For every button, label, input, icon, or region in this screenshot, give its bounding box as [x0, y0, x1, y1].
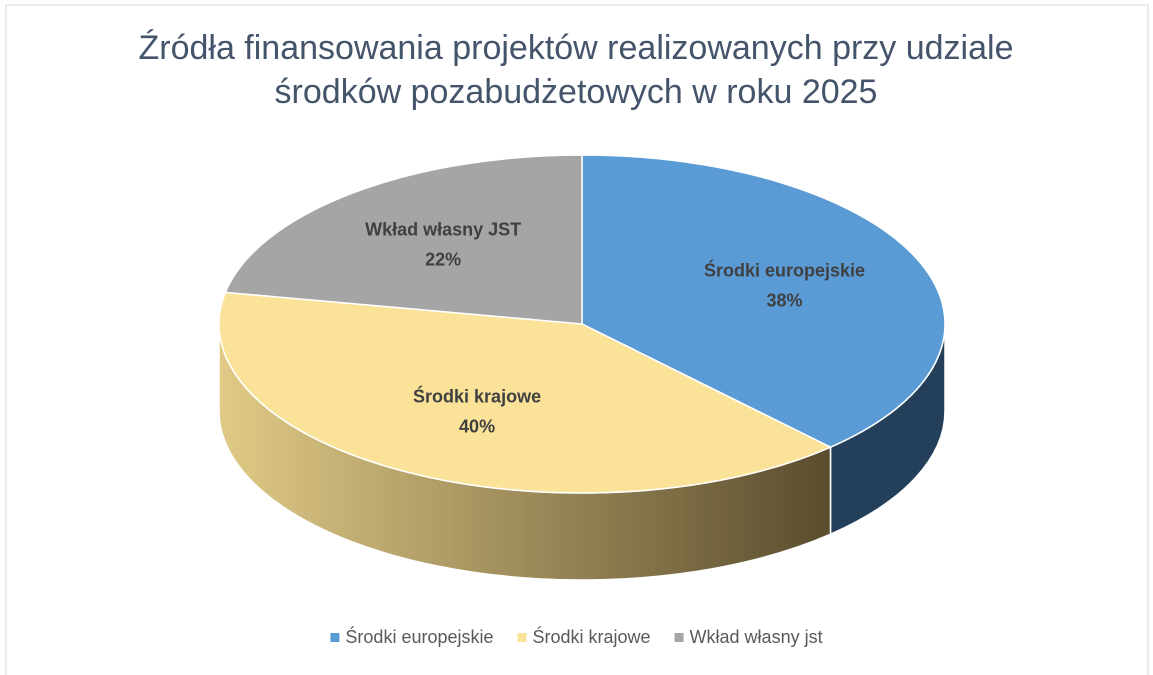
- data-label-name: Środki krajowe: [413, 386, 541, 407]
- legend-label: Środki krajowe: [533, 626, 651, 647]
- slice: [224, 154, 583, 325]
- slice: [218, 291, 833, 494]
- chart-title: Źródła finansowania projektów realizowan…: [138, 29, 1014, 111]
- chart-border: [5, 4, 1149, 675]
- legend-label: Środki europejskie: [345, 626, 493, 647]
- legend-swatch: [517, 633, 527, 642]
- data-label-value: 22%: [425, 250, 461, 270]
- legend-swatch: [674, 633, 684, 642]
- data-label-value: 38%: [766, 290, 802, 310]
- legend: Środki europejskie Środki krajowe Wkład wł…: [330, 626, 823, 647]
- slice: [581, 154, 946, 449]
- data-label-name: Wkład własny JST: [365, 220, 521, 240]
- legend-swatch: [330, 633, 340, 642]
- data-label-value: 40%: [459, 417, 495, 437]
- legend-label: Wkład własny jst: [690, 627, 823, 647]
- data-label-name: Środki europejskie: [704, 259, 865, 280]
